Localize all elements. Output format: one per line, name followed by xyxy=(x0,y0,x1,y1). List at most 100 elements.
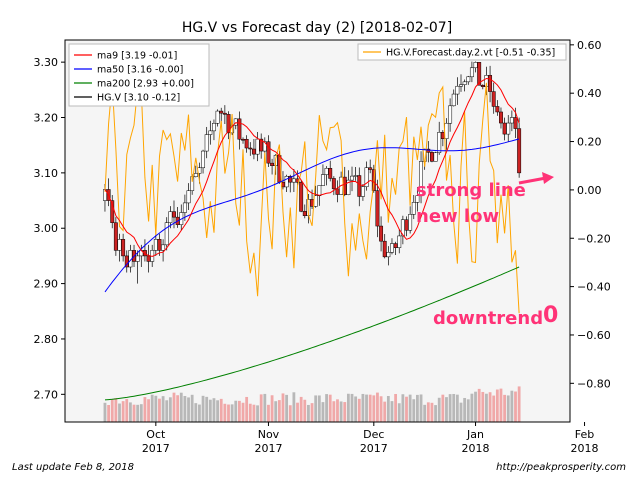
candle-body xyxy=(375,190,380,227)
volume-bar xyxy=(299,396,303,422)
candle-body xyxy=(390,243,394,253)
candle-body xyxy=(477,62,482,86)
left-tick-label: 2.70 xyxy=(34,388,59,401)
volume-bar xyxy=(379,396,383,422)
volume-bar xyxy=(405,396,408,422)
last-update-text: Last update Feb 8, 2018 xyxy=(12,462,135,473)
candle-body xyxy=(437,132,442,153)
candle-body xyxy=(350,175,354,181)
left-tick-label: 3.10 xyxy=(34,167,59,180)
volume-bar xyxy=(448,394,452,422)
candle-body xyxy=(241,138,245,141)
candle-body xyxy=(502,122,507,135)
volume-bar xyxy=(285,394,289,422)
volume-bar xyxy=(150,394,154,422)
candle-body xyxy=(161,244,166,251)
candle-body xyxy=(302,211,307,216)
right-tick-label: 0.20 xyxy=(577,136,602,149)
candle-body xyxy=(411,202,416,215)
candle-body xyxy=(353,175,358,177)
volume-bar xyxy=(325,394,328,422)
volume-bar xyxy=(368,394,372,422)
candle-body xyxy=(201,150,206,169)
left-tick-label: 3.00 xyxy=(34,222,59,235)
ma9-line xyxy=(104,77,520,258)
volume-bar xyxy=(383,401,387,422)
volume-bar xyxy=(423,404,427,422)
volume-bar xyxy=(336,399,339,422)
right-tick-label: 0.40 xyxy=(577,87,602,100)
legend-label: HG.V [3.10 -0.12] xyxy=(97,93,180,104)
candle-body xyxy=(215,110,220,124)
volume-bar xyxy=(303,399,307,422)
volume-bar xyxy=(270,395,274,422)
volume-bar xyxy=(227,404,230,422)
candle-body xyxy=(397,235,402,248)
right-tick-label: −0.20 xyxy=(577,232,611,245)
volume-bar xyxy=(176,395,180,422)
volume-bar xyxy=(466,399,470,422)
right-tick-label: 0.60 xyxy=(577,39,602,52)
volume-bar xyxy=(419,394,423,422)
volume-bar xyxy=(296,402,299,422)
volume-bar xyxy=(365,394,368,422)
annotation-strong-line: strong line xyxy=(416,180,526,201)
left-tick-label: 3.20 xyxy=(34,112,59,125)
candle-body xyxy=(386,252,391,258)
candle-body xyxy=(455,85,460,95)
volume-bar xyxy=(168,397,172,422)
legend-label: HG.V.Forecast.day.2.vt [-0.51 -0.35] xyxy=(386,48,555,59)
candle-body xyxy=(270,162,275,166)
volume-bar xyxy=(256,405,259,422)
left-tick-label: 3.30 xyxy=(34,56,59,69)
volume-bar xyxy=(470,393,474,422)
annotation-arrow xyxy=(518,176,547,185)
volume-bar xyxy=(492,395,496,422)
volume-bar xyxy=(514,391,517,422)
candle-body xyxy=(466,76,471,83)
source-url[interactable]: http://peakprosperity.com xyxy=(496,462,626,473)
candle-body xyxy=(335,188,340,195)
candle-body xyxy=(444,122,449,139)
candle-body xyxy=(382,240,387,258)
volume-bar xyxy=(481,391,485,422)
candle-body xyxy=(364,167,369,188)
x-tick-label: Nov xyxy=(258,428,280,441)
volume-bar xyxy=(201,395,205,422)
candle-body xyxy=(459,84,463,87)
candle-body xyxy=(142,250,147,257)
candle-body xyxy=(429,152,434,162)
volume-bar xyxy=(339,401,343,422)
ma50-line xyxy=(104,138,520,293)
candle-body xyxy=(113,222,118,251)
volume-bar xyxy=(357,398,361,422)
volume-bar xyxy=(125,399,129,422)
volume-bar xyxy=(437,397,441,422)
annotations: strong line new low downtrend 0 xyxy=(416,172,558,329)
volume-bar xyxy=(205,396,209,422)
candle-body xyxy=(408,214,413,231)
candle-body xyxy=(506,122,511,135)
volume-bar xyxy=(506,395,510,422)
volume-bar xyxy=(267,404,270,422)
candle-body xyxy=(513,117,518,129)
volume-bar xyxy=(139,404,143,422)
legend-right: HG.V.Forecast.day.2.vt [-0.51 -0.35] xyxy=(357,43,567,61)
volume-bar xyxy=(259,394,263,422)
volume-bar xyxy=(328,394,332,422)
forecast-line xyxy=(104,82,520,314)
x-tick-year: 2018 xyxy=(462,442,490,455)
candle-body xyxy=(393,243,398,248)
candle-body xyxy=(193,173,198,178)
right-tick-label: −0.80 xyxy=(577,377,611,390)
right-axis: 0.60 0.40 0.20 0.00 −0.20 −0.40 −0.60 −0.80 xyxy=(570,39,611,390)
x-tick-year: 2017 xyxy=(142,442,170,455)
candle-body xyxy=(451,93,456,107)
volume-bar xyxy=(234,400,238,422)
volume-bar xyxy=(477,388,481,422)
candle-body xyxy=(433,152,438,162)
volume-bar xyxy=(321,402,325,422)
candle-body xyxy=(212,123,216,132)
volume-bar xyxy=(223,403,227,422)
